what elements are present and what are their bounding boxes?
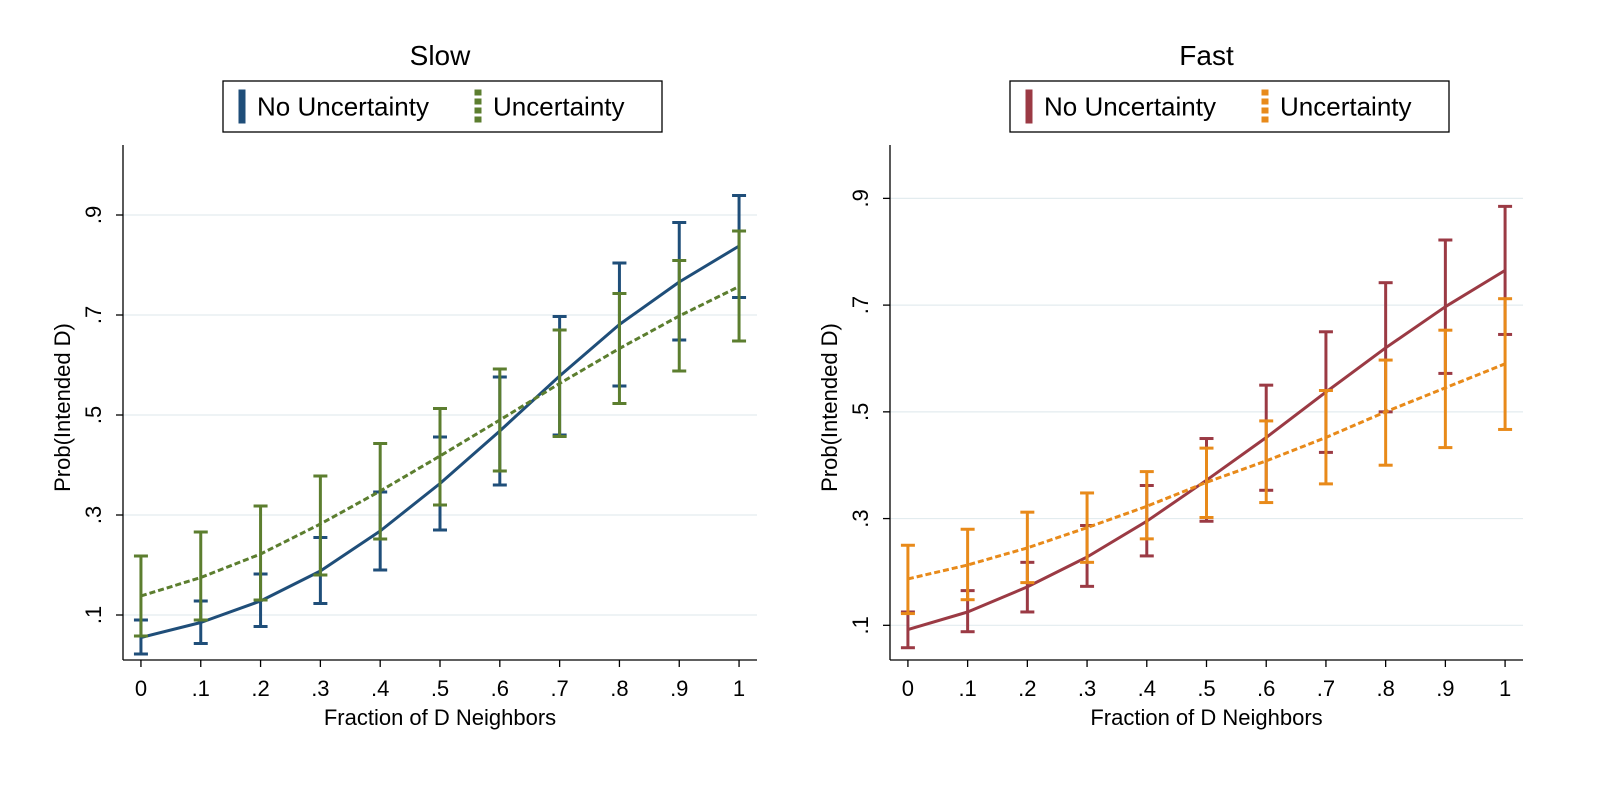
y-tick-label: .9 xyxy=(81,206,106,224)
x-axis-title: Fraction of D Neighbors xyxy=(324,705,556,730)
legend: No Uncertainty Uncertainty xyxy=(222,80,663,133)
chart-title: Slow xyxy=(410,40,471,71)
x-tick-label: .8 xyxy=(610,676,628,701)
x-tick-label: .9 xyxy=(670,676,688,701)
x-tick-label: .6 xyxy=(491,676,509,701)
legend-box xyxy=(1009,80,1450,133)
x-tick-label: .2 xyxy=(1018,676,1036,701)
y-tick-label: .9 xyxy=(848,189,873,207)
x-tick-label: 1 xyxy=(733,676,745,701)
y-tick-label: .1 xyxy=(81,606,106,624)
x-tick-label: .6 xyxy=(1257,676,1275,701)
x-tick-label: .8 xyxy=(1376,676,1394,701)
x-tick-label: .4 xyxy=(1138,676,1156,701)
x-tick-label: 0 xyxy=(902,676,914,701)
x-axis-title: Fraction of D Neighbors xyxy=(1090,705,1322,730)
series-uncertainty xyxy=(133,229,747,638)
x-tick-label: .7 xyxy=(1317,676,1335,701)
y-tick-label: .1 xyxy=(848,616,873,634)
y-axis-title: Prob(Intended D) xyxy=(817,323,842,492)
legend-label: Uncertainty xyxy=(1280,92,1412,122)
y-axis-title: Prob(Intended D) xyxy=(50,323,75,492)
y-tick-label: .3 xyxy=(81,506,106,524)
y-tick-label: .3 xyxy=(848,509,873,527)
x-tick-label: 1 xyxy=(1499,676,1511,701)
x-tick-label: .5 xyxy=(431,676,449,701)
x-tick-label: .3 xyxy=(311,676,329,701)
x-tick-label: .7 xyxy=(550,676,568,701)
x-tick-label: .4 xyxy=(371,676,389,701)
legend-label: No Uncertainty xyxy=(1044,92,1216,122)
series-line xyxy=(140,285,740,598)
legend-box xyxy=(222,80,663,133)
y-tick-label: .7 xyxy=(81,306,106,324)
x-tick-label: .9 xyxy=(1436,676,1454,701)
x-tick-label: .5 xyxy=(1197,676,1215,701)
y-tick-label: .5 xyxy=(81,406,106,424)
chart-panel-fast: .1 .3 .5 .7 .9 0 .1 .2 .3 .4 .5 .6 .7 .8 .9 1 Fraction o… xyxy=(817,40,1523,730)
x-tick-label: 0 xyxy=(135,676,147,701)
legend-label: Uncertainty xyxy=(493,92,625,122)
x-tick-label: .1 xyxy=(192,676,210,701)
chart-title: Fast xyxy=(1179,40,1234,71)
series-line xyxy=(907,362,1506,581)
y-tick-label: .7 xyxy=(848,296,873,314)
legend-label: No Uncertainty xyxy=(257,92,429,122)
x-tick-label: .1 xyxy=(958,676,976,701)
chart-panel-slow: .1 .3 .5 .7 .9 0 .1 .2 .3 .4 .5 .6 .7 .8 .9 1 Fraction o… xyxy=(50,40,757,730)
x-tick-label: .2 xyxy=(251,676,269,701)
series-uncertainty xyxy=(900,297,1513,616)
legend: No Uncertainty Uncertainty xyxy=(1009,80,1450,133)
x-tick-label: .3 xyxy=(1078,676,1096,701)
y-tick-label: .5 xyxy=(848,403,873,421)
